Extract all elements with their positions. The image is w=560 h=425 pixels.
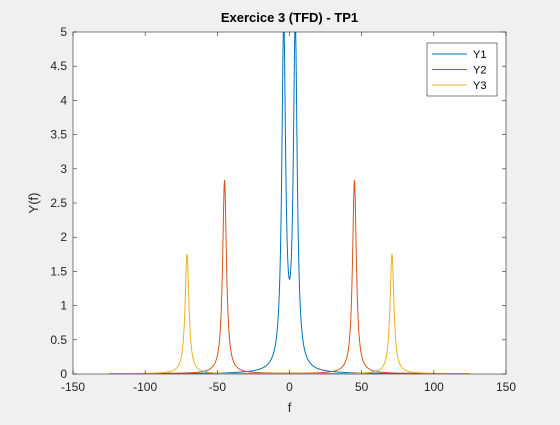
y-tick-label: 0.5 [50,333,67,347]
y-tick-label: 3 [60,162,67,176]
x-tick-label: 150 [496,380,516,394]
x-tick-label: -50 [209,380,227,394]
y-tick-label: 2 [60,230,67,244]
chart-title: Exercice 3 (TFD) - TP1 [221,10,358,25]
y-axis-ticks: 0 0.5 1 1.5 2 2.5 3 3.5 4 4.5 5 [50,25,506,381]
y-tick-label: 1 [60,299,67,313]
legend[interactable]: Y1 Y2 Y3 [426,42,498,97]
x-tick-label: 50 [355,380,369,394]
x-axis-ticks: -150 -100 -50 0 50 100 150 [61,32,516,394]
x-tick-label: 100 [424,380,444,394]
legend-entry: Y1 [473,49,486,61]
x-tick-label: -100 [133,380,157,394]
y-tick-label: 4.5 [50,59,67,73]
x-tick-label: -150 [61,380,85,394]
x-tick-label: 0 [286,380,293,394]
y-tick-label: 3.5 [50,128,67,142]
y-tick-label: 2.5 [50,196,67,210]
y-axis-label: Y(f) [26,193,41,214]
y-tick-label: 4 [60,93,67,107]
y-tick-label: 5 [60,25,67,39]
legend-entry: Y2 [473,65,486,77]
y-tick-label: 1.5 [50,264,67,278]
legend-entry: Y3 [473,80,486,92]
x-axis-label: f [288,400,292,415]
y-tick-label: 0 [60,367,67,381]
